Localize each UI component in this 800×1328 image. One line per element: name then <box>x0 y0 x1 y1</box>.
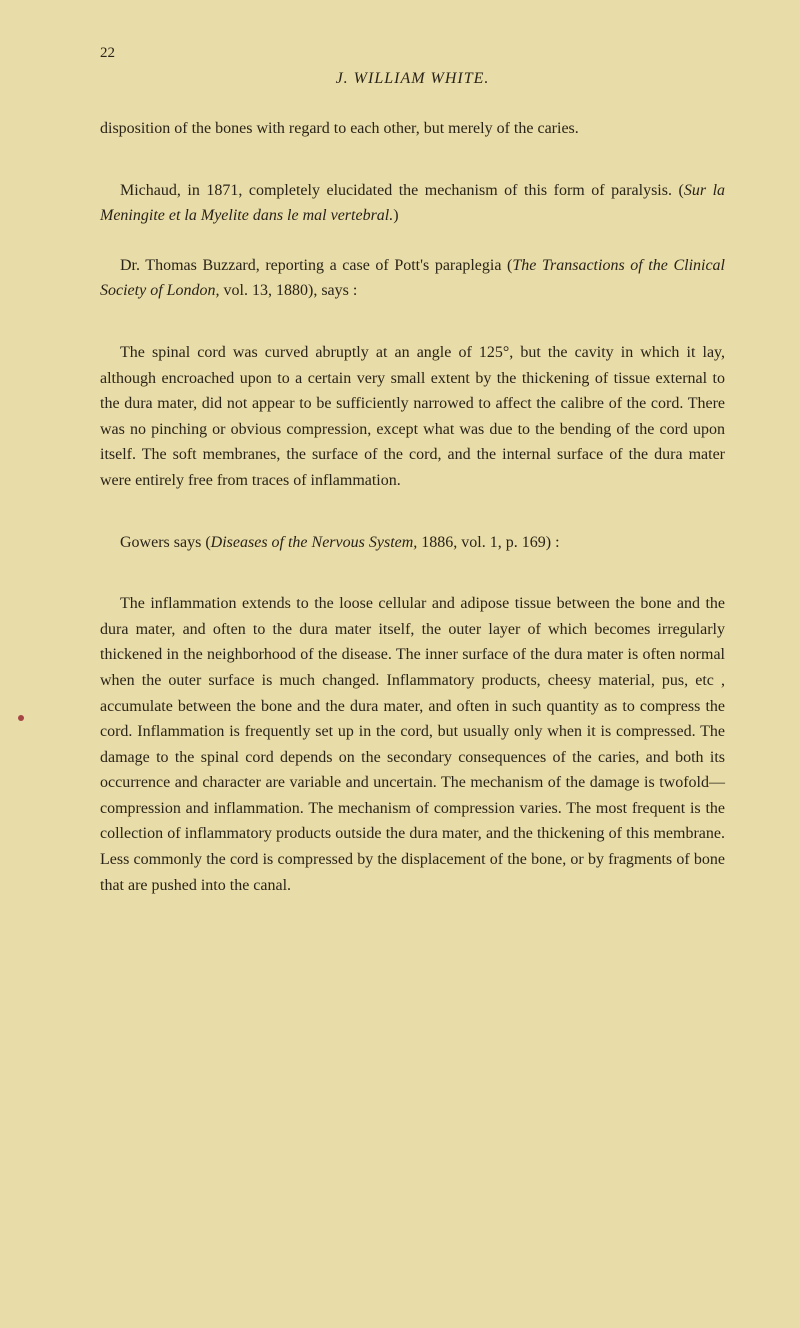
para5-text2: 1886, vol. 1, p. 169) : <box>417 534 559 551</box>
margin-marker <box>18 715 24 721</box>
para2-text1: Michaud, in 1871, completely elucidated … <box>120 182 684 199</box>
para5-text1: Gowers says ( <box>120 534 211 551</box>
para3-text1: Dr. Thomas Buzzard, reporting a case of … <box>120 257 512 274</box>
paragraph-3: Dr. Thomas Buzzard, reporting a case of … <box>100 253 725 304</box>
para2-text2: ) <box>393 207 398 224</box>
page-number: 22 <box>100 45 725 62</box>
paragraph-6: The inflammation extends to the loose ce… <box>100 591 725 898</box>
paragraph-4: The spinal cord was curved abruptly at a… <box>100 340 725 494</box>
para3-text2: vol. 13, 1880), says : <box>220 282 358 299</box>
para5-italic: Diseases of the Nervous System, <box>211 534 418 551</box>
paragraph-1: disposition of the bones with regard to … <box>100 116 725 142</box>
paragraph-2: Michaud, in 1871, completely elucidated … <box>100 178 725 229</box>
header-title: J. WILLIAM WHITE. <box>100 70 725 88</box>
paragraph-5: Gowers says (Diseases of the Nervous Sys… <box>100 530 725 556</box>
